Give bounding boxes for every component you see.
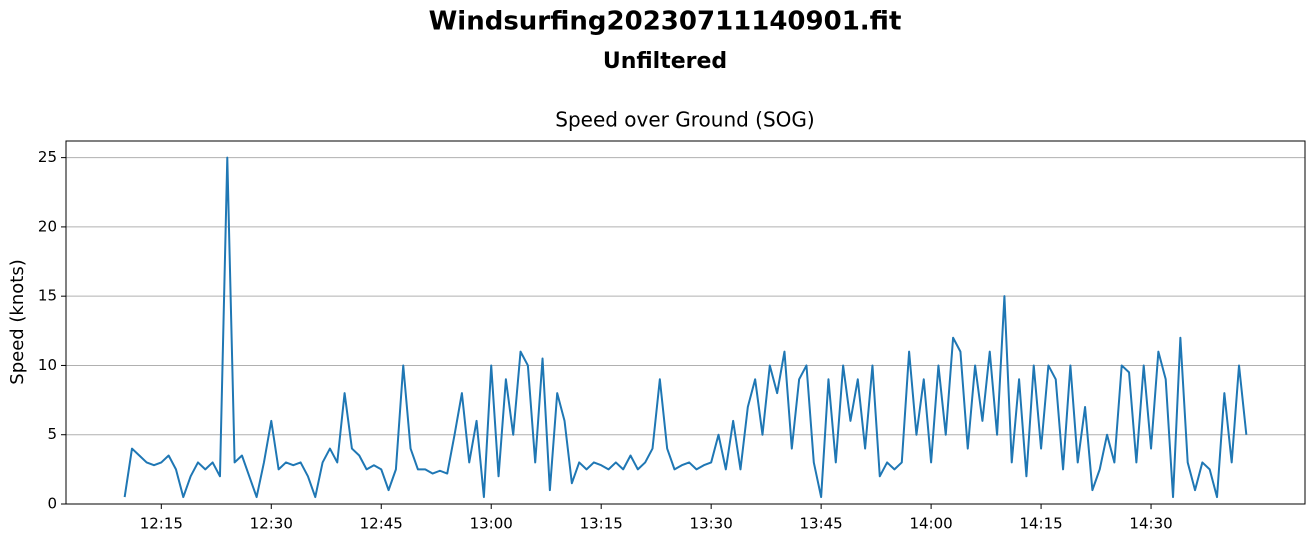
subtitle: Unfiltered xyxy=(603,49,727,74)
x-tick-label: 12:45 xyxy=(360,515,403,533)
y-tick-label: 0 xyxy=(47,495,57,513)
x-tick-label: 14:00 xyxy=(909,515,952,533)
y-tick-label: 15 xyxy=(38,287,57,305)
x-tick-label: 13:00 xyxy=(470,515,513,533)
x-tick-label: 12:30 xyxy=(250,515,293,533)
x-tick-label: 14:15 xyxy=(1019,515,1062,533)
speed-line xyxy=(123,156,1248,499)
y-axis-label: Speed (knots) xyxy=(7,259,28,384)
chart-title: Speed over Ground (SOG) xyxy=(555,108,814,132)
x-tick-label: 12:15 xyxy=(140,515,183,533)
x-tick-label: 14:30 xyxy=(1129,515,1172,533)
suptitle: Windsurfing20230711140901.fit xyxy=(429,7,902,37)
y-tick-label: 5 xyxy=(47,425,57,443)
x-tick-label: 13:45 xyxy=(800,515,843,533)
x-tick-label: 13:30 xyxy=(690,515,733,533)
x-tick-label: 13:15 xyxy=(580,515,623,533)
plot-frame xyxy=(65,140,1306,505)
y-tick-label: 20 xyxy=(38,217,57,235)
y-tick-label: 10 xyxy=(38,356,57,374)
y-tick-label: 25 xyxy=(38,148,57,166)
